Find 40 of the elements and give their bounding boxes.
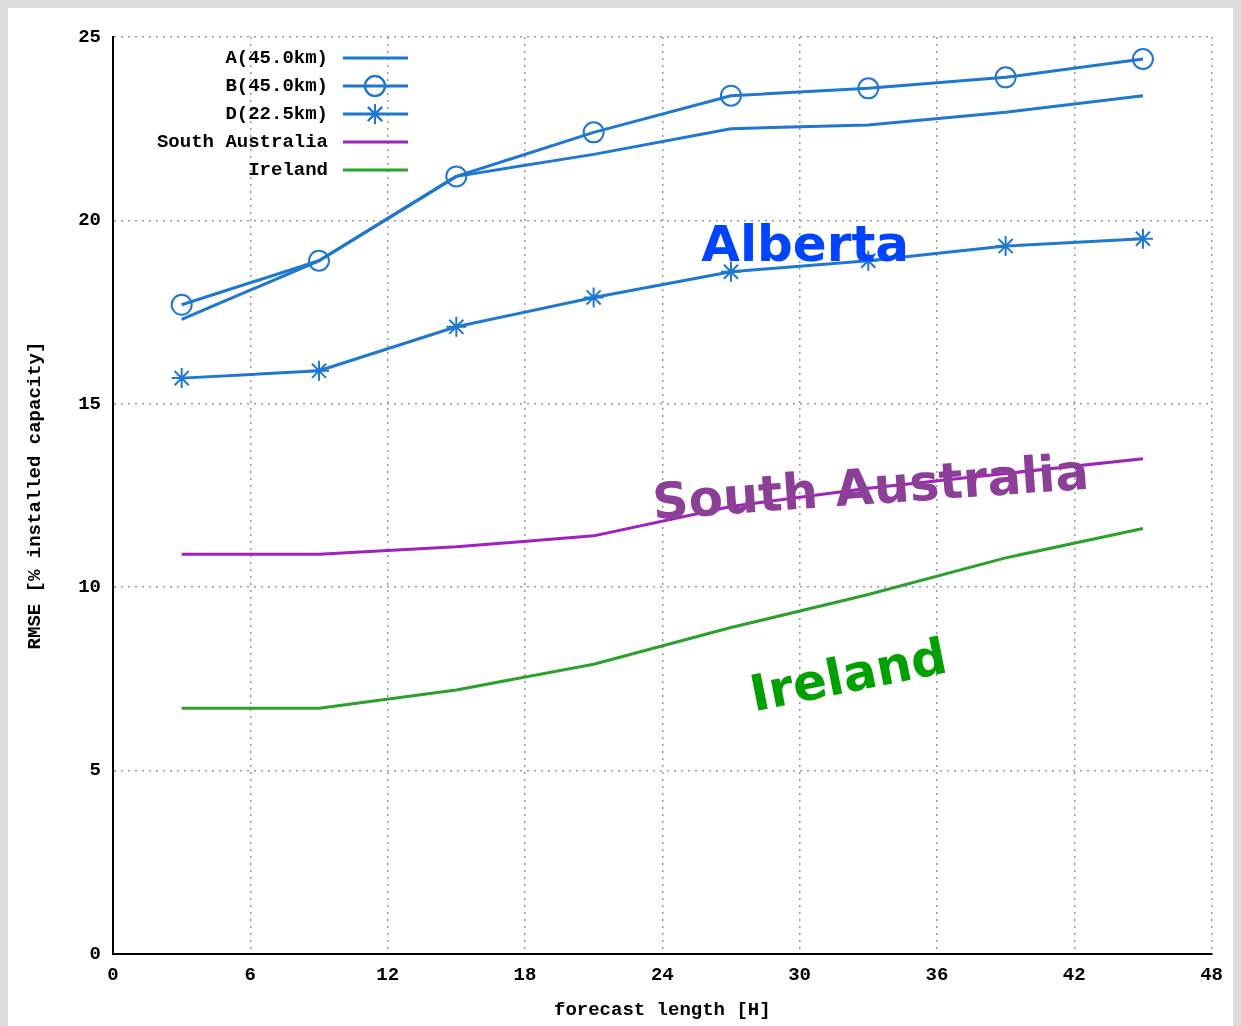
x-tick-label: 18 — [513, 964, 537, 987]
point — [857, 77, 880, 100]
legend-label: Ireland — [248, 158, 328, 181]
y-axis-title: RMSE [% installed capacity] — [24, 341, 47, 650]
point — [445, 315, 468, 338]
point — [582, 286, 605, 309]
x-tick-label: 36 — [925, 964, 949, 987]
x-tick-label: 0 — [107, 964, 119, 987]
point — [445, 165, 468, 188]
point — [994, 235, 1017, 258]
point — [582, 121, 605, 144]
point — [307, 249, 330, 272]
x-tick-label: 48 — [1200, 964, 1223, 987]
legend-label: D(22.5km) — [225, 102, 328, 125]
y-tick-label: 10 — [78, 575, 101, 598]
point — [1131, 48, 1154, 71]
annotation: Alberta — [701, 214, 910, 273]
point — [994, 66, 1017, 89]
legend-label: South Australia — [156, 130, 328, 153]
x-tick-label: 6 — [244, 964, 257, 987]
x-tick-label: 12 — [376, 964, 400, 987]
y-tick-label: 0 — [89, 942, 101, 965]
point — [1131, 227, 1154, 250]
point — [170, 293, 193, 316]
y-tick-label: 15 — [78, 392, 101, 415]
x-axis-title: forecast length [H] — [553, 999, 771, 1022]
x-tick-label: 30 — [788, 964, 812, 987]
x-tick-label: 24 — [650, 964, 674, 987]
legend-label: A(45.0km) — [225, 46, 328, 69]
point — [170, 367, 193, 390]
x-tick-label: 42 — [1062, 964, 1086, 987]
y-tick-label: 20 — [78, 209, 101, 232]
point — [307, 359, 330, 382]
annotation: South Australia — [650, 442, 1091, 532]
y-tick-label: 25 — [78, 25, 101, 48]
point — [719, 260, 742, 283]
point — [719, 84, 742, 107]
annotation: Ireland — [744, 626, 952, 724]
legend-label: B(45.0km) — [225, 74, 328, 97]
y-tick-label: 5 — [89, 759, 101, 782]
